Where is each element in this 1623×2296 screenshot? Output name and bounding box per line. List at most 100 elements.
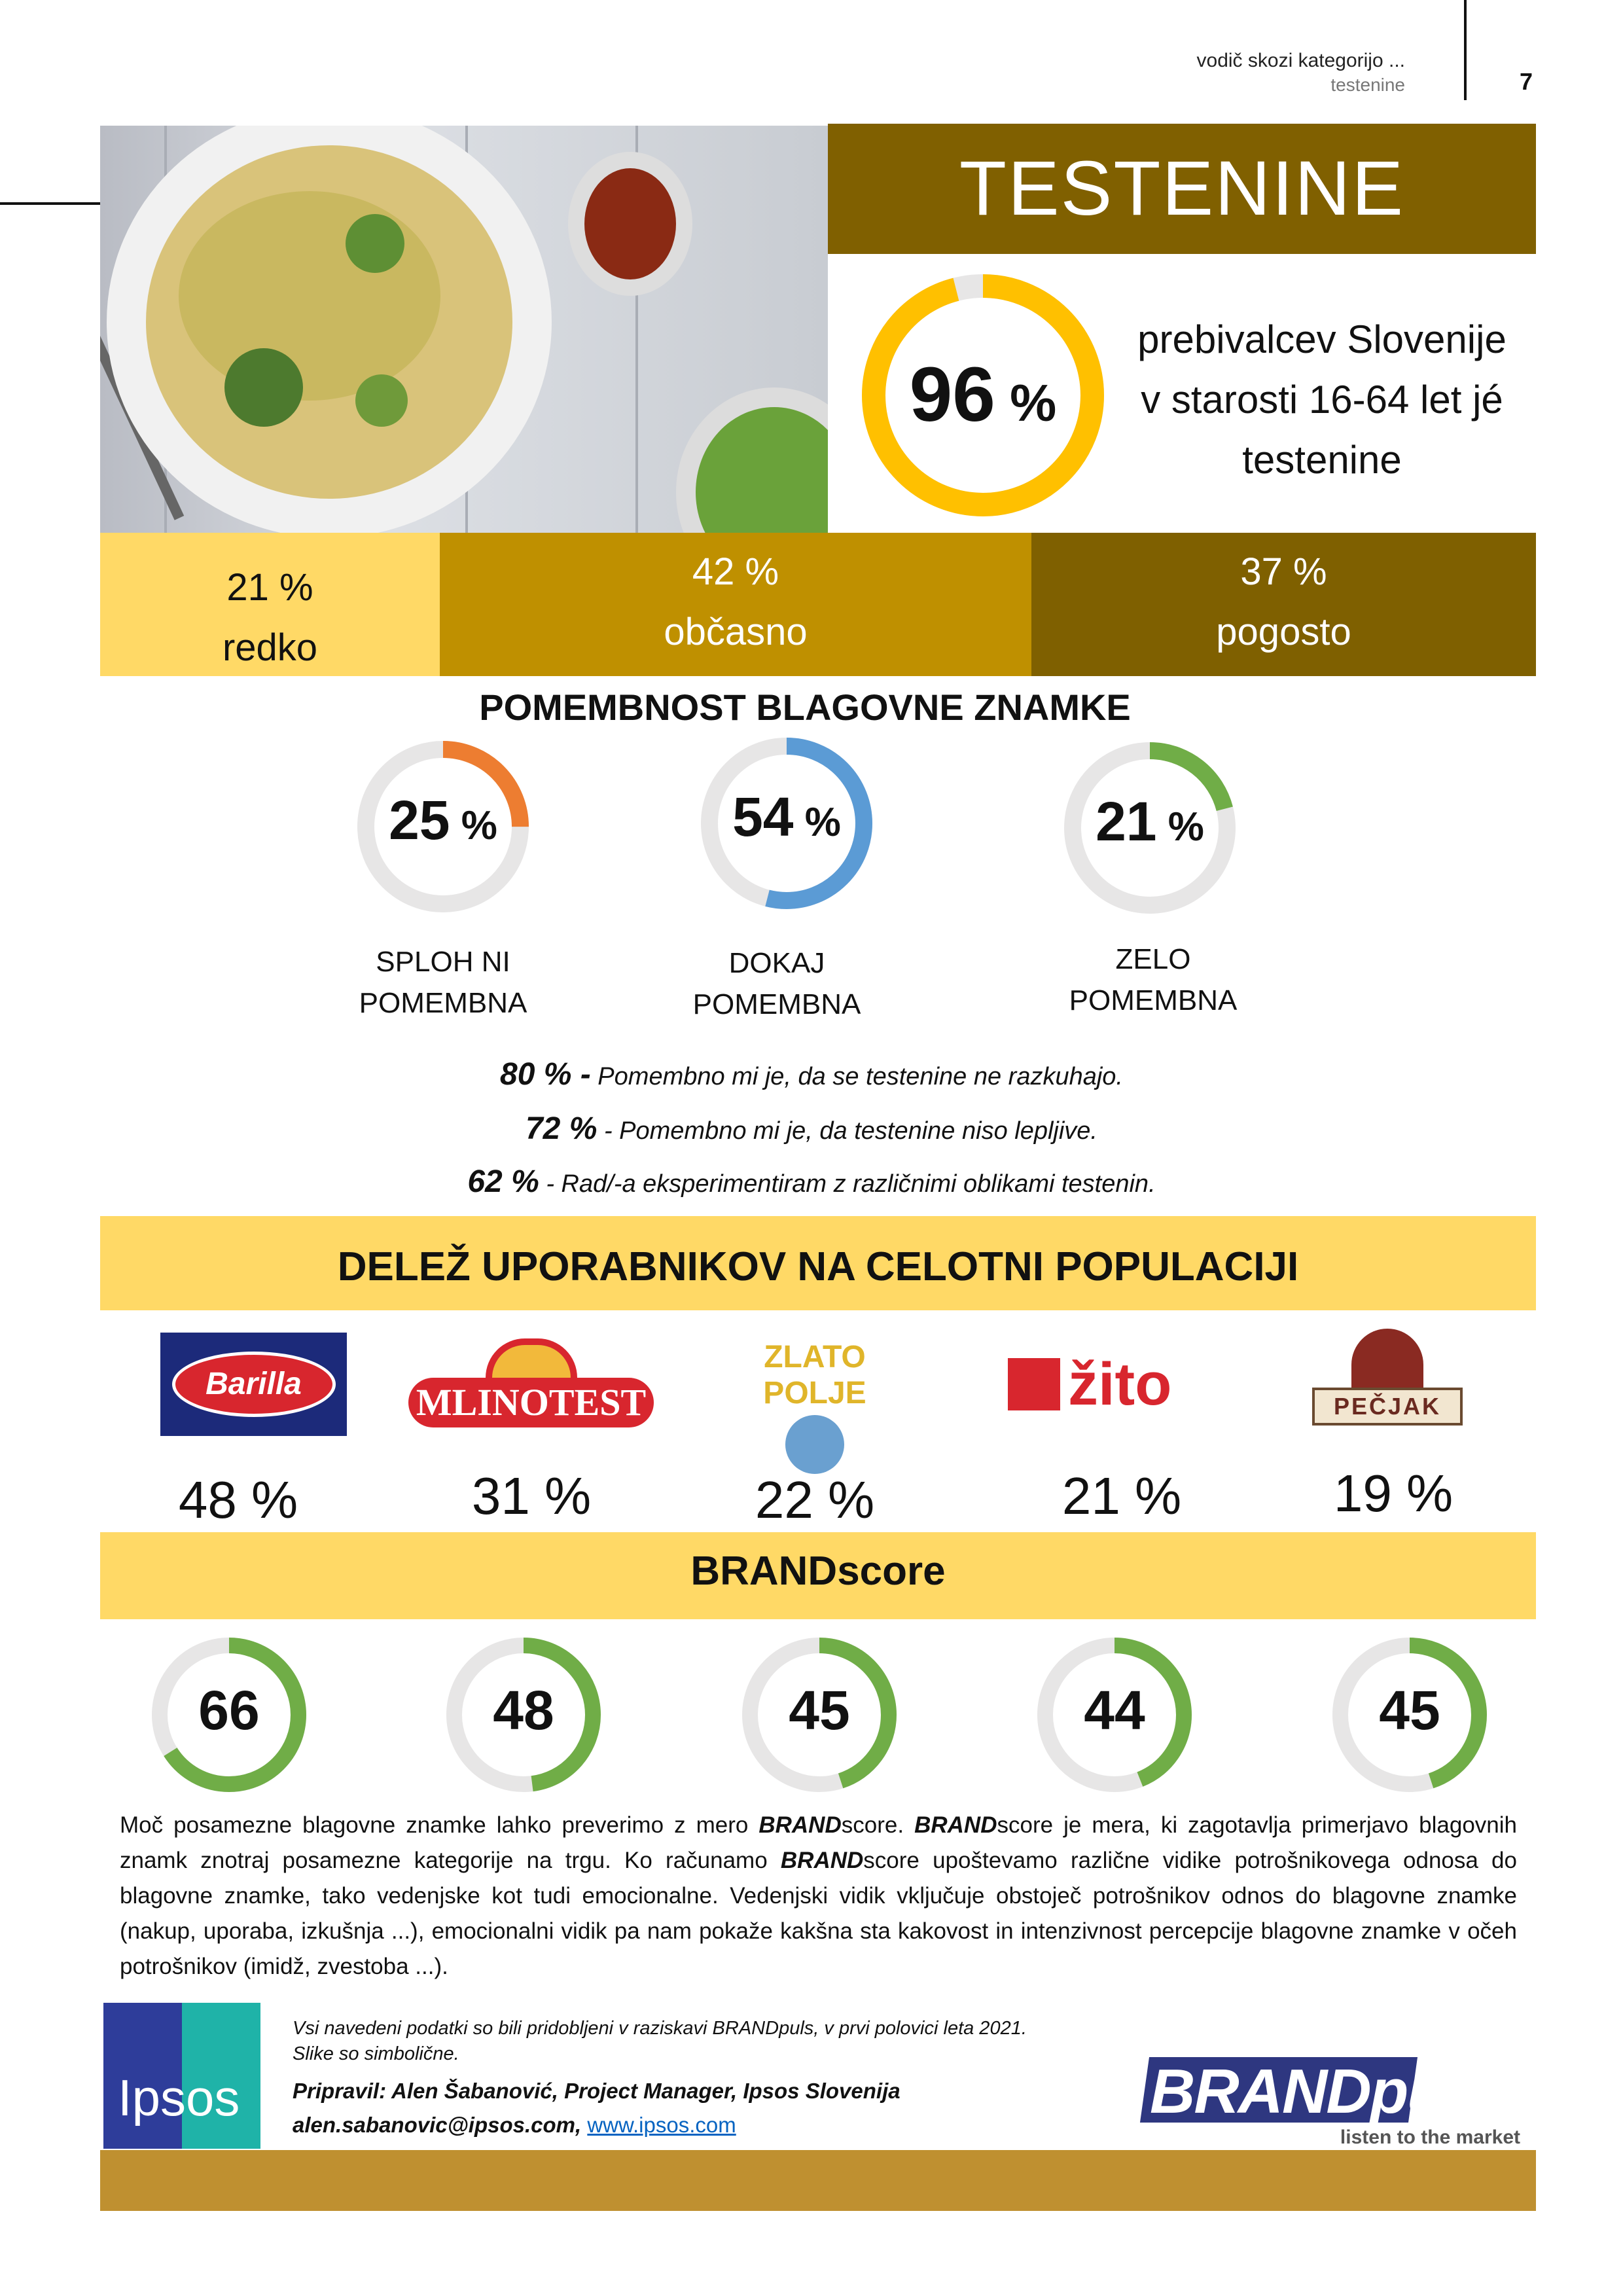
divider <box>1464 0 1467 100</box>
page-title: TESTENINE <box>828 124 1536 254</box>
email: alen.sabanovic@ipsos.com, <box>293 2113 588 2137</box>
share-title: DELEŽ UPORABNIKOV NA CELOTNI POPULACIJI <box>100 1216 1536 1310</box>
logo-text: ZLATO POLJE <box>763 1340 866 1410</box>
label-line: DOKAJ <box>728 947 825 979</box>
brandscore-donut <box>1332 1638 1487 1792</box>
label-line: POMEMBNA <box>692 988 861 1020</box>
pasta-photo <box>100 126 828 533</box>
label-line: ZELO <box>1115 943 1191 975</box>
brandscore-value: 45 <box>789 1679 850 1741</box>
divider <box>0 202 100 205</box>
donut-arc <box>701 738 872 909</box>
brandscore-value: 44 <box>1084 1679 1145 1741</box>
statement-text: Pomembno mi je, da se testenine ne razku… <box>590 1063 1123 1090</box>
importance-value: 21 % <box>1058 790 1241 853</box>
statement-pct: 80 % - <box>500 1057 591 1092</box>
penetration-arc <box>862 274 1104 516</box>
page-number: 7 <box>1520 68 1533 95</box>
logo-tagline: listen to the market <box>1340 2126 1520 2148</box>
text: BRAND <box>758 1812 842 1838</box>
importance-label: DOKAJ POMEMBNA <box>639 942 914 1025</box>
mlinotest-logo: MLINOTEST <box>408 1338 654 1430</box>
statement-text: - Pomembno mi je, da testenine niso lepl… <box>597 1117 1097 1145</box>
statement: 80 % - Pomembno mi je, da se testenine n… <box>0 1056 1623 1092</box>
share-value: 21 % <box>1061 1467 1182 1525</box>
importance-donut <box>1064 742 1236 914</box>
importance-donut <box>357 741 529 912</box>
statement-pct: 72 % <box>525 1111 597 1146</box>
donut-arc <box>1332 1638 1487 1792</box>
text: score upoštevamo različne vidike potrošn… <box>120 1848 1517 1979</box>
footer-bar <box>100 2150 1536 2211</box>
brandpuls-logo: BRANDpuls listen to the market <box>1137 2044 1520 2149</box>
brandscore-description: Moč posamezne blagovne znamke lahko prev… <box>120 1808 1517 1984</box>
penetration-description: prebivalcev Slovenije v starosti 16-64 l… <box>1073 310 1571 490</box>
donut-arc <box>357 741 529 912</box>
brandscore-value: 45 <box>1379 1679 1440 1741</box>
text: score. <box>841 1812 915 1838</box>
barilla-logo: Barilla <box>160 1333 347 1436</box>
brandscore-value: 48 <box>493 1679 554 1741</box>
brandscore-value: 66 <box>198 1679 260 1741</box>
brandscore-donut <box>742 1638 897 1792</box>
value: 21 <box>1096 791 1157 852</box>
importance-label: SPLOH NI POMEMBNA <box>306 941 580 1024</box>
statement: 62 % - Rad/-a eksperimentiram z različni… <box>0 1164 1623 1200</box>
text: BRAND <box>914 1812 997 1838</box>
donut-arc <box>742 1638 897 1792</box>
importance-value: 54 % <box>695 785 878 849</box>
label-line: POMEMBNA <box>359 987 527 1019</box>
header-subtitle: testenine <box>1330 75 1405 95</box>
desc-line: testenine <box>1242 438 1402 482</box>
frequency-rarely: 21 % redko <box>100 533 440 676</box>
zito-logo: žito <box>1008 1348 1237 1420</box>
share-value: 22 % <box>755 1471 875 1529</box>
zlato-polje-logo: ZLATO POLJE <box>723 1333 906 1474</box>
logo-text: Barilla <box>171 1352 336 1417</box>
importance-value: 25 % <box>351 789 535 852</box>
share-value: 48 % <box>178 1471 298 1529</box>
desc-line: v starosti 16-64 let jé <box>1141 378 1503 422</box>
label-line: POMEMBNA <box>1069 984 1238 1016</box>
unit: % <box>804 800 841 845</box>
logo-text: BRANDpuls <box>1150 2056 1495 2126</box>
statement: 72 % - Pomembno mi je, da testenine niso… <box>0 1111 1623 1147</box>
unit: % <box>1168 804 1204 850</box>
label-line: SPLOH NI <box>376 946 510 978</box>
brandscore-title: BRANDscore <box>100 1532 1536 1619</box>
frequency-value: 37 % <box>1240 550 1327 593</box>
brandscore-donut <box>1037 1638 1192 1792</box>
footer-author: Pripravil: Alen Šabanović, Project Manag… <box>293 2079 901 2103</box>
penetration-value: 96 % <box>909 351 1057 438</box>
share-value: 31 % <box>471 1467 592 1525</box>
frequency-occasionally: 42 % občasno <box>440 533 1031 676</box>
footer-note: Slike so simbolične. <box>293 2043 459 2064</box>
value: 54 <box>732 786 794 848</box>
footer-note: Vsi navedeni podatki so bili pridobljeni… <box>293 2018 1027 2039</box>
desc-line: prebivalcev Slovenije <box>1137 317 1507 361</box>
importance-title: POMEMBNOST BLAGOVNE ZNAMKE <box>479 687 1131 728</box>
text: score je mera, ki zagotavlja primerjavo … <box>120 1812 1517 1873</box>
unit: % <box>461 803 497 848</box>
text: BRAND <box>780 1848 864 1873</box>
text: Moč posamezne blagovne znamke lahko prev… <box>120 1812 759 1838</box>
logo-text: PEČJAK <box>1312 1388 1463 1426</box>
penetration-donut <box>862 274 1104 516</box>
importance-label: ZELO POMEMBNA <box>1016 939 1291 1021</box>
donut-arc <box>1037 1638 1192 1792</box>
logo-text: Ipsos <box>118 2069 240 2126</box>
logo-text: MLINOTEST <box>408 1378 654 1427</box>
frequency-value: 42 % <box>692 550 779 593</box>
donut-arc <box>1064 742 1236 914</box>
frequency-value: 21 % <box>226 566 313 609</box>
donut-arc <box>446 1638 601 1792</box>
frequency-label: redko <box>222 626 318 669</box>
logo-text: žito <box>1068 1350 1172 1418</box>
footer-contact: alen.sabanovic@ipsos.com, www.ipsos.com <box>293 2113 736 2138</box>
pecjak-logo: PEČJAK <box>1312 1329 1463 1437</box>
brandscore-donut <box>446 1638 601 1792</box>
brandscore-donut <box>152 1638 306 1792</box>
ipsos-website-link[interactable]: www.ipsos.com <box>587 2113 736 2137</box>
header-title: vodič skozi kategorijo ... <box>1196 50 1405 71</box>
ipsos-logo: Ipsos <box>103 2003 260 2149</box>
